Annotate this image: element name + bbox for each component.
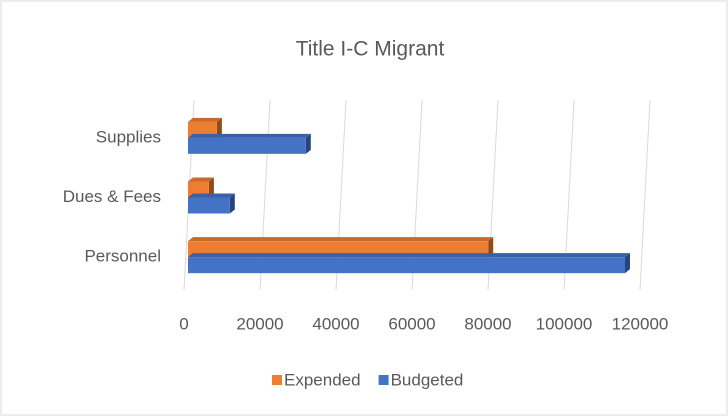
bar bbox=[188, 137, 306, 154]
bar-top bbox=[188, 253, 630, 258]
bar-side bbox=[229, 193, 235, 214]
chart-title: Title I-C Migrant bbox=[296, 38, 445, 61]
bar bbox=[188, 257, 625, 274]
bar-side bbox=[488, 237, 494, 258]
bar bbox=[188, 197, 230, 214]
bar-side bbox=[305, 133, 311, 154]
bar-top bbox=[188, 133, 311, 138]
grid-line bbox=[639, 99, 651, 291]
bar-side bbox=[625, 253, 630, 274]
x-tick-label: 100000 bbox=[536, 314, 593, 333]
legend-label: Budgeted bbox=[391, 370, 464, 389]
legend-swatch bbox=[272, 375, 282, 385]
bar-side bbox=[216, 117, 222, 138]
x-tick-label: 80000 bbox=[464, 314, 511, 333]
bar-top bbox=[188, 193, 235, 198]
x-tick-label: 0 bbox=[179, 314, 188, 333]
legend-swatch bbox=[378, 375, 389, 385]
x-tick-label: 40000 bbox=[312, 314, 359, 333]
y-tick-label: Personnel bbox=[84, 247, 161, 266]
x-tick-label: 60000 bbox=[388, 314, 435, 333]
bar-side bbox=[208, 177, 214, 198]
legend-label: Expended bbox=[284, 370, 361, 389]
y-tick-label: Dues & Fees bbox=[63, 187, 161, 206]
bar-top bbox=[188, 237, 494, 242]
y-tick-label: Supplies bbox=[96, 127, 161, 146]
x-tick-label: 20000 bbox=[236, 314, 283, 333]
x-tick-label: 120000 bbox=[612, 314, 669, 333]
bar-top bbox=[188, 177, 214, 182]
bar-top bbox=[188, 117, 222, 122]
